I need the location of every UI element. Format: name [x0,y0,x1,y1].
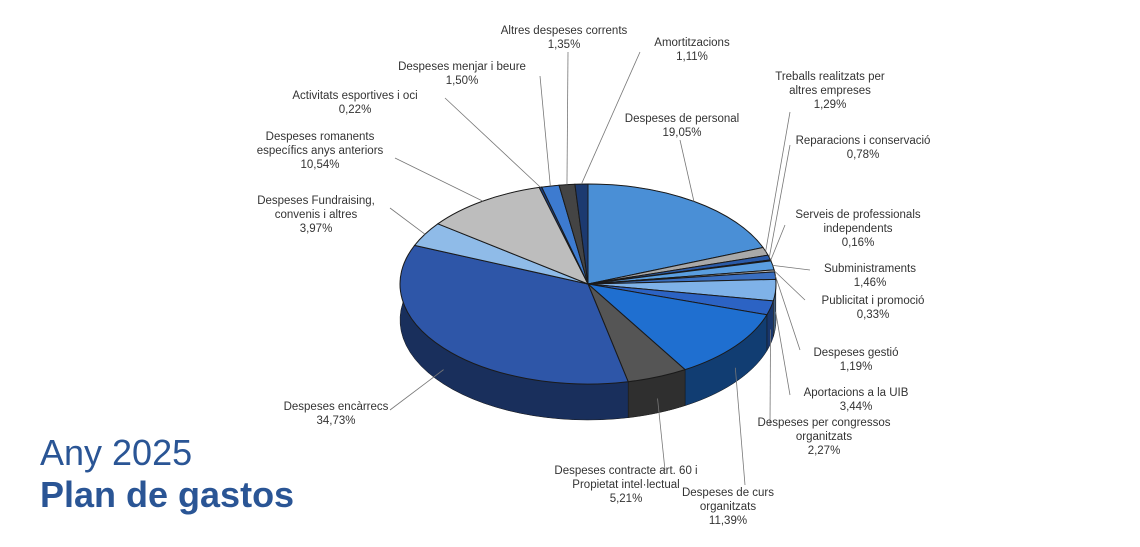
label-name: Activitats esportives i oci [292,90,418,102]
leader-line [679,139,695,202]
slice-label: Amortitzacions 1,11% [637,36,747,64]
label-value: 3,44% [839,401,873,413]
slice-label: Despeses Fundraising, convenis i altres 3… [251,194,381,236]
leader-line [774,275,801,351]
label-value: 19,05% [662,127,702,139]
leader-line [768,144,791,258]
leader-line [657,398,666,471]
chart-title: Plan de gastos [40,474,295,515]
slice [399,244,629,385]
label-value: 10,54% [300,159,340,171]
label-value: 5,21% [609,493,643,505]
label-value: 0,33% [856,309,890,321]
leader-line [770,224,786,261]
label-name: Treballs realitzats per altres empreses [775,71,885,97]
label-value: 1,29% [813,99,847,111]
label-name: Publicitat i promoció [821,295,925,307]
slice-label: Altres despeses corrents 1,35% [484,24,644,52]
slice-label: Aportacions a la UIB 3,44% [791,386,921,414]
slice-label: Subministraments 1,46% [805,262,935,290]
slice-label: Treballs realitzats per altres empreses 1… [765,70,895,112]
slice-label: Despeses de curs organitzats 11,39% [673,486,783,528]
leader-line [444,97,541,188]
slice-label: Despeses contracte art. 60 i Propietat i… [541,464,711,506]
chart-subtitle: Any 2025 [40,432,193,473]
label-name: Reparacions i conservació [795,135,931,147]
label-name: Despeses Fundraising, convenis i altres [257,195,375,221]
leader-line [765,111,791,252]
leader-line [394,157,483,202]
label-value: 1,46% [853,277,887,289]
leader-line [581,51,641,185]
slice-label: Despeses menjar i beure 1,50% [397,60,527,88]
label-value: 2,27% [807,445,841,457]
label-value: 34,73% [316,415,356,427]
label-name: Despeses de personal [624,113,740,125]
leader-line [734,367,746,486]
label-name: Altres despeses corrents [500,25,628,37]
label-name: Despeses contracte art. 60 i Propietat i… [554,465,698,491]
slice-label: Activitats esportives i oci 0,22% [285,89,425,117]
label-value: 11,39% [708,515,748,527]
leader-line [775,311,791,396]
label-value: 0,22% [338,104,372,116]
label-name: Despeses gestió [813,347,899,359]
slice [436,186,590,285]
slice-label: Despeses romanents específics anys anter… [245,130,395,172]
label-value: 1,50% [445,75,479,87]
leader-line [566,51,569,185]
leader-line [389,369,444,411]
leader-line [774,270,806,301]
label-value: 1,11% [676,51,708,63]
slice-label: Despeses de personal 19,05% [607,112,757,140]
slice-label: Reparacions i conservació 0,78% [793,134,933,162]
label-value: 3,97% [299,223,333,235]
label-name: Subministraments [823,263,917,275]
label-name: Despeses encàrrecs [283,401,389,413]
label-name: Amortitzacions [654,37,730,49]
label-value: 0,78% [846,149,880,161]
slice [586,283,768,371]
label-value: 1,19% [839,361,873,373]
label-value: 1,35% [547,39,581,51]
slice-label: Despeses gestió 1,19% [791,346,921,374]
label-name: Despeses de curs organitzats [681,487,775,513]
label-value: 0,16% [841,237,875,249]
slice-label: Serveis de professionals independents 0,1… [788,208,928,250]
leader-line [389,207,426,235]
label-name: Despeses romanents específics anys anter… [256,131,384,157]
leader-line [539,75,551,187]
slice-label: Despeses per congressos organitzats 2,27% [754,416,894,458]
label-name: Aportacions a la UIB [803,387,909,399]
label-name: Despeses menjar i beure [398,61,526,73]
leader-line [772,264,811,271]
slice-label: Despeses encàrrecs 34,73% [271,400,401,428]
leader-line [769,329,771,426]
label-name: Despeses per congressos organitzats [757,417,891,443]
slice-label: Publicitat i promoció 0,33% [808,294,938,322]
label-name: Serveis de professionals independents [795,209,921,235]
